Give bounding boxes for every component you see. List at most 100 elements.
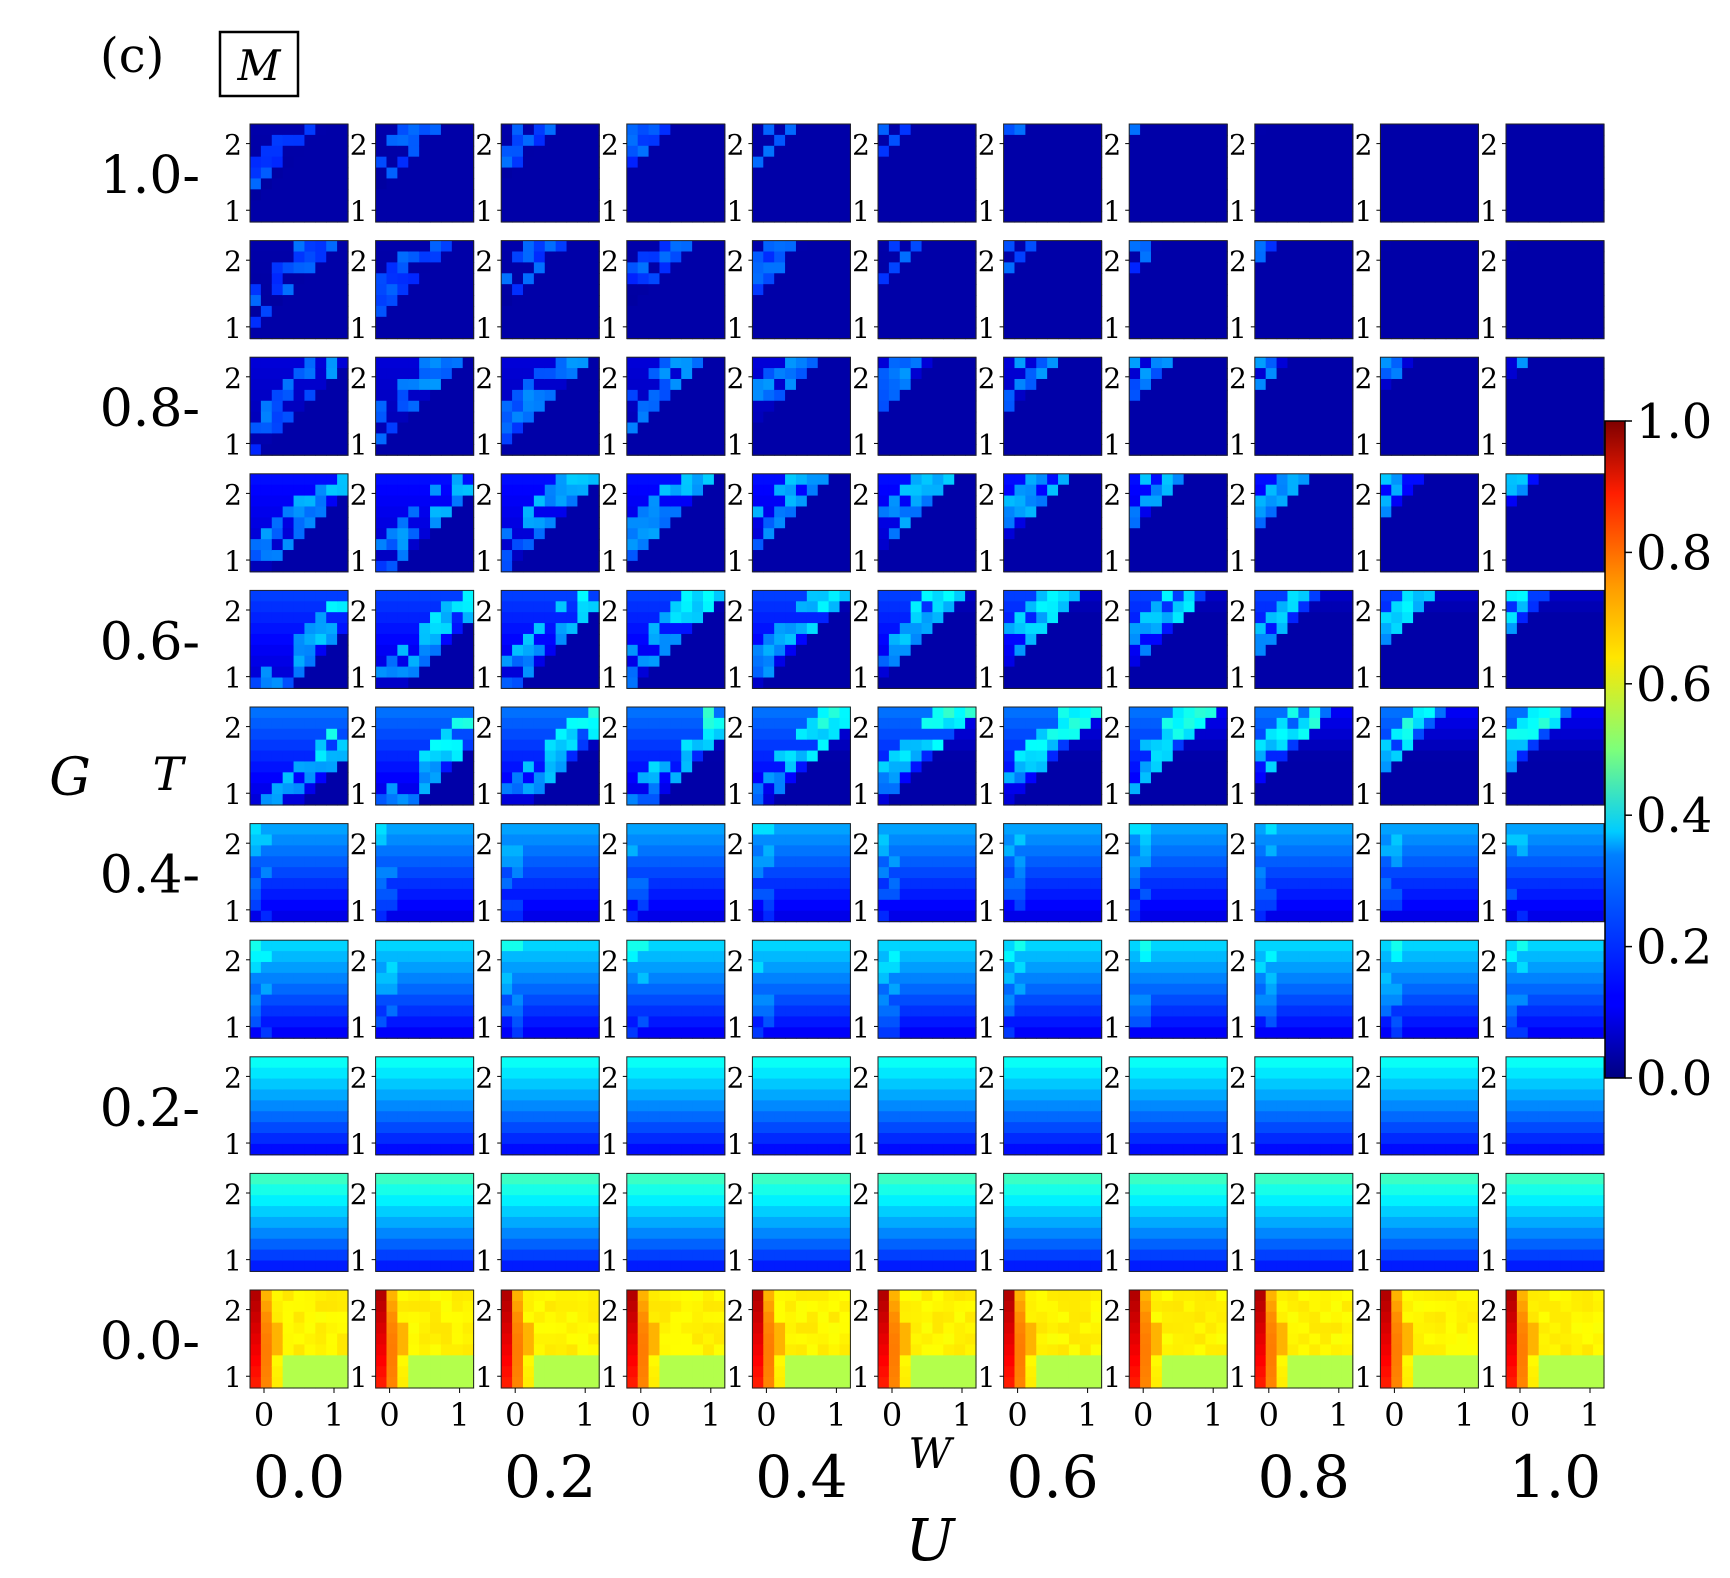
heatmap-cell <box>1068 327 1081 340</box>
heatmap-cell <box>522 389 535 402</box>
heatmap-cell <box>1445 189 1458 201</box>
heatmap-cell <box>282 528 295 540</box>
heatmap-cell <box>806 539 819 551</box>
heatmap-cell <box>386 124 398 136</box>
heatmap-cell <box>315 167 327 180</box>
heatmap-cell <box>1205 677 1217 689</box>
heatmap-cell <box>293 145 306 158</box>
heatmap-cell <box>806 666 819 679</box>
heatmap-cell <box>659 211 671 223</box>
heatmap-cell <box>512 728 524 741</box>
heatmap-cell <box>763 295 775 307</box>
heatmap-cell <box>626 167 639 180</box>
heatmap-cell <box>462 612 475 624</box>
heatmap-cell <box>1140 145 1152 158</box>
heatmap-cell <box>943 623 955 635</box>
heatmap-cell <box>1413 433 1425 445</box>
heatmap-cell <box>888 612 901 624</box>
heatmap-cell <box>888 400 901 413</box>
heatmap-cell <box>451 378 464 391</box>
heatmap-cell <box>397 761 409 773</box>
heatmap-cell <box>659 400 671 413</box>
heatmap-cell <box>1527 262 1540 274</box>
heatmap-cell <box>1058 528 1070 540</box>
inner-y-tick-label: 2 <box>475 362 493 395</box>
heatmap-cell <box>1380 612 1392 624</box>
heatmap-cell <box>315 717 327 730</box>
heatmap-cell <box>1298 178 1310 190</box>
heatmap-cell <box>1391 623 1403 635</box>
heatmap-cell <box>1287 484 1299 497</box>
heatmap-cell <box>1276 327 1289 340</box>
heatmap-cell <box>1216 240 1228 253</box>
heatmap-cell <box>1538 240 1551 253</box>
heatmap-cell <box>304 444 316 456</box>
heatmap-panel: 21 <box>1355 123 1479 228</box>
heatmap-cell <box>555 295 568 307</box>
heatmap-cell <box>1014 156 1026 169</box>
heatmap-cell <box>899 124 912 136</box>
heatmap-cell <box>670 444 682 456</box>
heatmap-cell <box>451 273 464 285</box>
heatmap-cell <box>544 623 557 635</box>
heatmap-cell <box>1434 156 1447 169</box>
heatmap-cell <box>250 717 262 730</box>
heatmap-cell <box>1161 517 1174 529</box>
heatmap-cell <box>943 411 955 424</box>
heatmap-cell <box>522 178 535 190</box>
heatmap-cell <box>386 655 398 668</box>
heatmap-cell <box>1003 473 1016 486</box>
heatmap-cell <box>1150 433 1163 445</box>
heatmap-cell <box>648 178 661 190</box>
heatmap-cell <box>1276 655 1289 668</box>
heatmap-cell <box>1172 134 1185 147</box>
heatmap-cell <box>1079 200 1092 212</box>
heatmap-cell <box>1265 550 1278 562</box>
heatmap-cell <box>1467 644 1479 657</box>
heatmap-cell <box>588 601 600 613</box>
heatmap-cell <box>1341 411 1354 424</box>
heatmap-cell <box>1560 506 1572 518</box>
heatmap-cell <box>1434 167 1447 180</box>
heatmap-cell <box>315 178 327 190</box>
heatmap-cell <box>1516 601 1529 613</box>
heatmap-cell <box>1434 590 1447 602</box>
heatmap-cell <box>932 178 944 190</box>
heatmap-cell <box>1341 378 1354 391</box>
heatmap-cell <box>588 612 600 624</box>
heatmap-cell <box>337 400 349 413</box>
heatmap-cell <box>1265 473 1278 486</box>
inner-y-tick-label: 2 <box>727 245 745 278</box>
heatmap-cell <box>1582 167 1594 180</box>
heatmap-cell <box>430 517 442 529</box>
heatmap-cell <box>512 295 524 307</box>
heatmap-cell <box>566 560 579 573</box>
heatmap-cell <box>899 495 912 508</box>
heatmap-cell <box>1434 560 1447 573</box>
heatmap-cell <box>1445 327 1458 340</box>
heatmap-cell <box>1216 601 1228 613</box>
heatmap-cell <box>1549 506 1562 518</box>
panel-frame <box>751 240 851 340</box>
heatmap-cell <box>1090 378 1103 391</box>
heatmap-cell <box>965 156 977 169</box>
heatmap-cell <box>282 601 295 613</box>
heatmap-cell <box>544 484 557 497</box>
heatmap-cell <box>337 422 349 435</box>
heatmap-panel: 21 <box>475 356 600 461</box>
heatmap-cell <box>899 378 912 391</box>
heatmap-cell <box>304 783 316 795</box>
heatmap-cell <box>648 400 661 413</box>
heatmap-cell <box>1320 655 1332 668</box>
heatmap-cell <box>795 368 808 380</box>
heatmap-cell <box>1341 145 1354 158</box>
heatmap-cell <box>1194 189 1207 201</box>
heatmap-cell <box>260 761 273 773</box>
heatmap-cell <box>326 633 338 646</box>
heatmap-cell <box>965 316 977 329</box>
heatmap-cell <box>282 473 295 486</box>
heatmap-cell <box>501 240 513 253</box>
heatmap-cell <box>1129 262 1141 274</box>
heatmap-cell <box>430 422 442 435</box>
heatmap-cell <box>910 666 923 679</box>
